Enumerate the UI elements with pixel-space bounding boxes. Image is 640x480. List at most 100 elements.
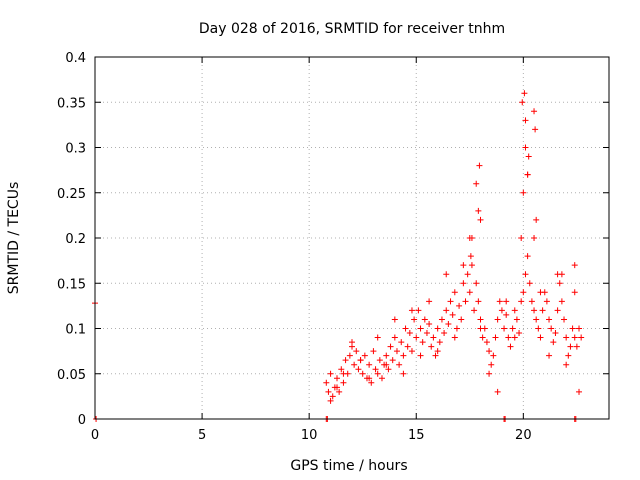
data-point (426, 298, 433, 305)
data-point (503, 298, 510, 305)
data-point (327, 370, 334, 377)
y-axis-title: SRMTID / TECUs (6, 182, 22, 295)
data-point (366, 375, 373, 382)
data-point (490, 352, 497, 359)
x-tick-label: 5 (198, 428, 206, 443)
data-point (451, 289, 458, 296)
data-point (520, 189, 527, 196)
data-point (483, 339, 490, 346)
data-point (516, 330, 523, 337)
data-point (518, 298, 525, 305)
data-point (336, 388, 343, 395)
data-point (415, 307, 422, 314)
data-point (576, 388, 583, 395)
data-point (466, 235, 473, 241)
data-point (460, 280, 467, 287)
data-point (524, 171, 531, 178)
data-point (519, 99, 526, 106)
data-point (366, 361, 373, 368)
data-point (460, 262, 467, 269)
y-tick-label: 0.2 (65, 232, 86, 247)
data-point (558, 271, 565, 278)
data-point (430, 334, 437, 341)
data-point (400, 352, 407, 359)
y-tick-label: 0.15 (57, 277, 86, 292)
data-point (464, 271, 471, 278)
data-point (548, 325, 555, 332)
data-point (441, 330, 448, 337)
data-point (531, 235, 538, 241)
data-point (571, 262, 578, 269)
data-point (467, 253, 474, 260)
data-point (387, 343, 394, 350)
data-point (357, 357, 364, 364)
data-point (507, 343, 514, 350)
data-point (477, 216, 484, 223)
data-point (513, 316, 520, 323)
data-point (494, 316, 501, 323)
data-point (411, 316, 418, 323)
data-point (417, 352, 424, 359)
data-point (554, 307, 561, 314)
data-point (417, 325, 424, 332)
data-point (353, 348, 360, 355)
data-point (479, 334, 486, 341)
data-point (471, 307, 478, 314)
data-point (522, 117, 529, 124)
data-point (475, 207, 482, 214)
y-tick-label: 0.35 (57, 96, 86, 111)
data-point (473, 280, 480, 287)
data-point (408, 348, 415, 355)
data-point (426, 320, 433, 327)
data-point (351, 361, 358, 368)
data-point (372, 366, 379, 373)
data-point (355, 366, 362, 373)
data-point (473, 180, 480, 187)
data-points (92, 90, 585, 422)
data-point (391, 316, 398, 323)
data-point (340, 370, 347, 377)
data-point (325, 388, 332, 395)
data-point (423, 330, 430, 337)
data-point (543, 298, 550, 305)
y-tick-labels: 0 0.05 0.1 0.15 0.2 0.25 0.3 0.35 0.4 (57, 51, 86, 428)
data-point (398, 339, 405, 346)
data-point (552, 330, 559, 337)
data-point (558, 298, 565, 305)
data-point (486, 370, 493, 377)
data-point (453, 325, 460, 332)
data-point (456, 302, 463, 309)
data-point (376, 357, 383, 364)
data-point (501, 325, 508, 332)
data-point (486, 348, 493, 355)
data-point (537, 334, 544, 341)
data-point (449, 311, 456, 318)
data-point (438, 316, 445, 323)
data-point (576, 325, 583, 332)
data-point (443, 307, 450, 314)
data-point (565, 352, 572, 359)
data-point (539, 307, 546, 314)
data-point (451, 334, 458, 341)
data-point (323, 379, 330, 386)
data-point (349, 339, 355, 346)
data-point (511, 334, 518, 341)
data-point (404, 343, 411, 350)
data-point (498, 307, 505, 314)
data-point (496, 298, 503, 305)
data-point (521, 90, 528, 97)
data-point (374, 334, 381, 341)
data-point (532, 126, 539, 133)
data-point (389, 357, 396, 364)
y-tick-label: 0.05 (57, 368, 86, 383)
x-tick-label: 0 (91, 428, 99, 443)
data-point (525, 153, 532, 160)
data-point (342, 357, 349, 364)
data-point (378, 375, 385, 382)
data-point (334, 384, 341, 391)
data-point (477, 325, 484, 332)
data-point (383, 352, 390, 359)
data-point (445, 320, 452, 327)
x-axis-title: GPS time / hours (290, 458, 407, 474)
